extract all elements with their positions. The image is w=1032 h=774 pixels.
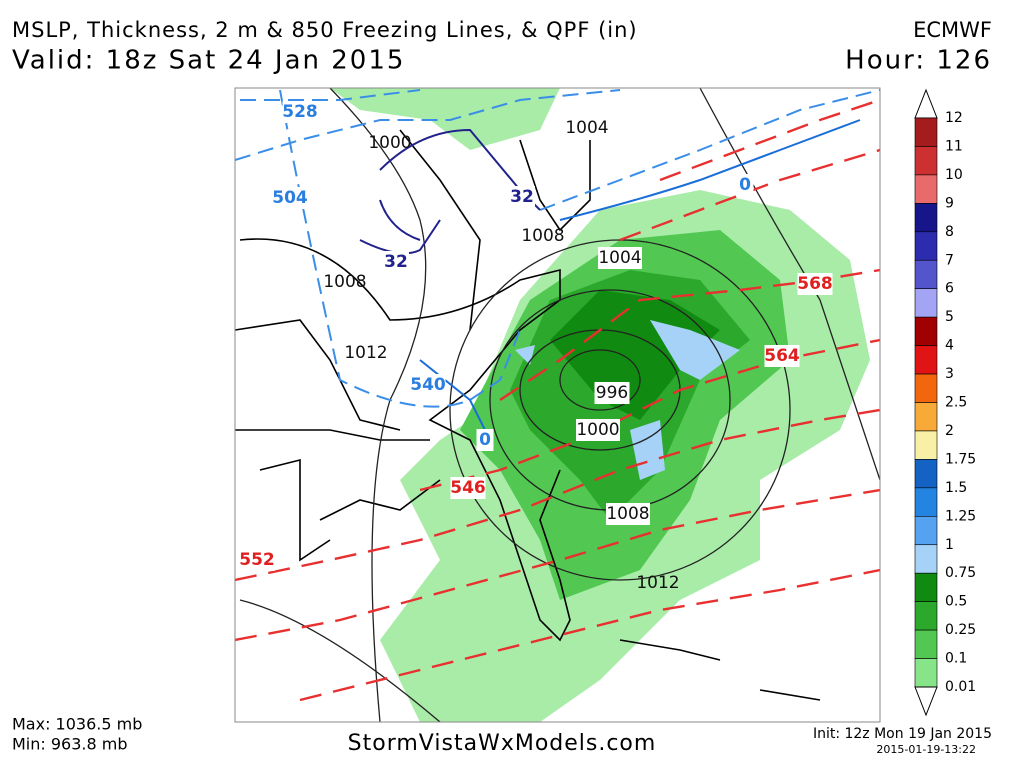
map-label: 1008 <box>521 226 564 246</box>
colorbar-swatch <box>914 117 938 147</box>
colorbar-swatch <box>914 658 938 688</box>
colorbar-top-arrow <box>914 88 938 119</box>
valid-time: Valid: 18z Sat 24 Jan 2015 <box>12 46 405 76</box>
map: 528 1000 1004 504 32 1008 32 1008 1004 568 1012 564… <box>235 88 880 722</box>
site-credit: StormVistaWxModels.com <box>348 731 657 756</box>
colorbar-label: 8 <box>945 224 954 240</box>
colorbar-label: 10 <box>945 167 963 183</box>
label-bg <box>764 345 800 367</box>
colorbar-label: 9 <box>945 195 954 211</box>
map-label: 540 <box>410 375 446 395</box>
colorbar-swatch <box>914 288 938 318</box>
map-label: 1008 <box>323 272 366 292</box>
map-label: 0 <box>479 430 491 450</box>
map-label: 0 <box>739 175 751 195</box>
map-label: 1012 <box>636 573 679 593</box>
colorbar-swatch <box>914 544 938 574</box>
colorbar-swatch <box>914 203 938 233</box>
map-label: 528 <box>282 102 318 122</box>
colorbar-label: 0.1 <box>945 651 967 667</box>
label-bg <box>476 429 494 451</box>
colorbar-swatch <box>914 174 938 204</box>
colorbar-bottom-arrow <box>914 686 938 717</box>
min-pressure: Min: 963.8 mb <box>12 735 128 754</box>
map-label: 1008 <box>606 504 649 524</box>
colorbar-label: 1.75 <box>945 451 976 467</box>
map-label: 1012 <box>344 343 387 363</box>
colorbar-swatch <box>914 402 938 432</box>
map-label: 1004 <box>598 248 641 268</box>
colorbar-label: 7 <box>945 252 954 268</box>
label-bg <box>797 273 833 295</box>
colorbar-label: 1.25 <box>945 508 976 524</box>
timestamp: 2015-01-19-13:22 <box>876 743 976 756</box>
colorbar-label: 4 <box>945 338 954 354</box>
colorbar-label: 1 <box>945 537 954 553</box>
map-label: 32 <box>384 252 408 272</box>
colorbar-swatch <box>914 629 938 659</box>
max-pressure: Max: 1036.5 mb <box>12 715 142 734</box>
map-label: 996 <box>596 383 628 403</box>
label-bg <box>282 101 318 123</box>
colorbar-label: 0.01 <box>945 679 976 695</box>
label-bg <box>272 187 308 209</box>
title: MSLP, Thickness, 2 m & 850 Freezing Line… <box>12 18 638 42</box>
map-label: 1000 <box>576 420 619 440</box>
init-time: Init: 12z Mon 19 Jan 2015 <box>813 726 992 742</box>
colorbar-swatch <box>914 231 938 261</box>
label-bg <box>576 419 620 441</box>
colorbar-label: 11 <box>945 138 963 154</box>
label-bg <box>509 186 535 208</box>
model: ECMWF <box>913 18 992 42</box>
label-bg <box>383 251 409 273</box>
colorbar-label: 2 <box>945 423 954 439</box>
label-bg <box>450 477 486 499</box>
colorbar-swatch <box>914 572 938 602</box>
colorbar-swatch <box>914 430 938 460</box>
label-bg <box>736 174 754 196</box>
colorbar-swatch <box>914 259 938 290</box>
map-label: 32 <box>510 187 534 207</box>
colorbar-swatch <box>914 487 938 517</box>
map-label: 568 <box>797 274 833 294</box>
label-bg <box>606 503 650 525</box>
colorbar-swatch <box>914 459 938 489</box>
colorbar-label: 0.25 <box>945 622 976 638</box>
map-label: 1004 <box>565 118 608 138</box>
forecast-hour: Hour: 126 <box>845 46 992 76</box>
label-bg <box>239 549 275 571</box>
colorbar-label: 2.5 <box>945 395 967 411</box>
colorbar: 12 11 10 9 8 7 6 5 4 3 2.5 2 1.75 1.5 1.25 1 0.75 0.5 0.25… <box>914 88 976 717</box>
colorbar-swatch <box>914 316 938 346</box>
colorbar-swatch <box>914 345 938 375</box>
colorbar-label: 3 <box>945 366 954 382</box>
map-label: 504 <box>272 188 308 208</box>
label-bg <box>594 382 630 404</box>
map-label: 546 <box>450 478 486 498</box>
colorbar-label: 12 <box>945 110 963 126</box>
colorbar-swatch <box>914 601 938 631</box>
label-bg <box>410 374 446 396</box>
colorbar-swatch <box>914 146 938 176</box>
colorbar-label: 5 <box>945 309 954 325</box>
map-label: 1000 <box>368 133 411 153</box>
colorbar-label: 1.5 <box>945 480 967 496</box>
colorbar-swatch <box>914 373 938 403</box>
colorbar-swatch <box>914 515 938 546</box>
colorbar-label: 0.5 <box>945 594 967 610</box>
colorbar-label: 6 <box>945 281 954 297</box>
colorbar-label: 0.75 <box>945 565 976 581</box>
map-label: 564 <box>764 346 800 366</box>
map-label: 552 <box>239 550 275 570</box>
label-bg <box>598 247 642 269</box>
